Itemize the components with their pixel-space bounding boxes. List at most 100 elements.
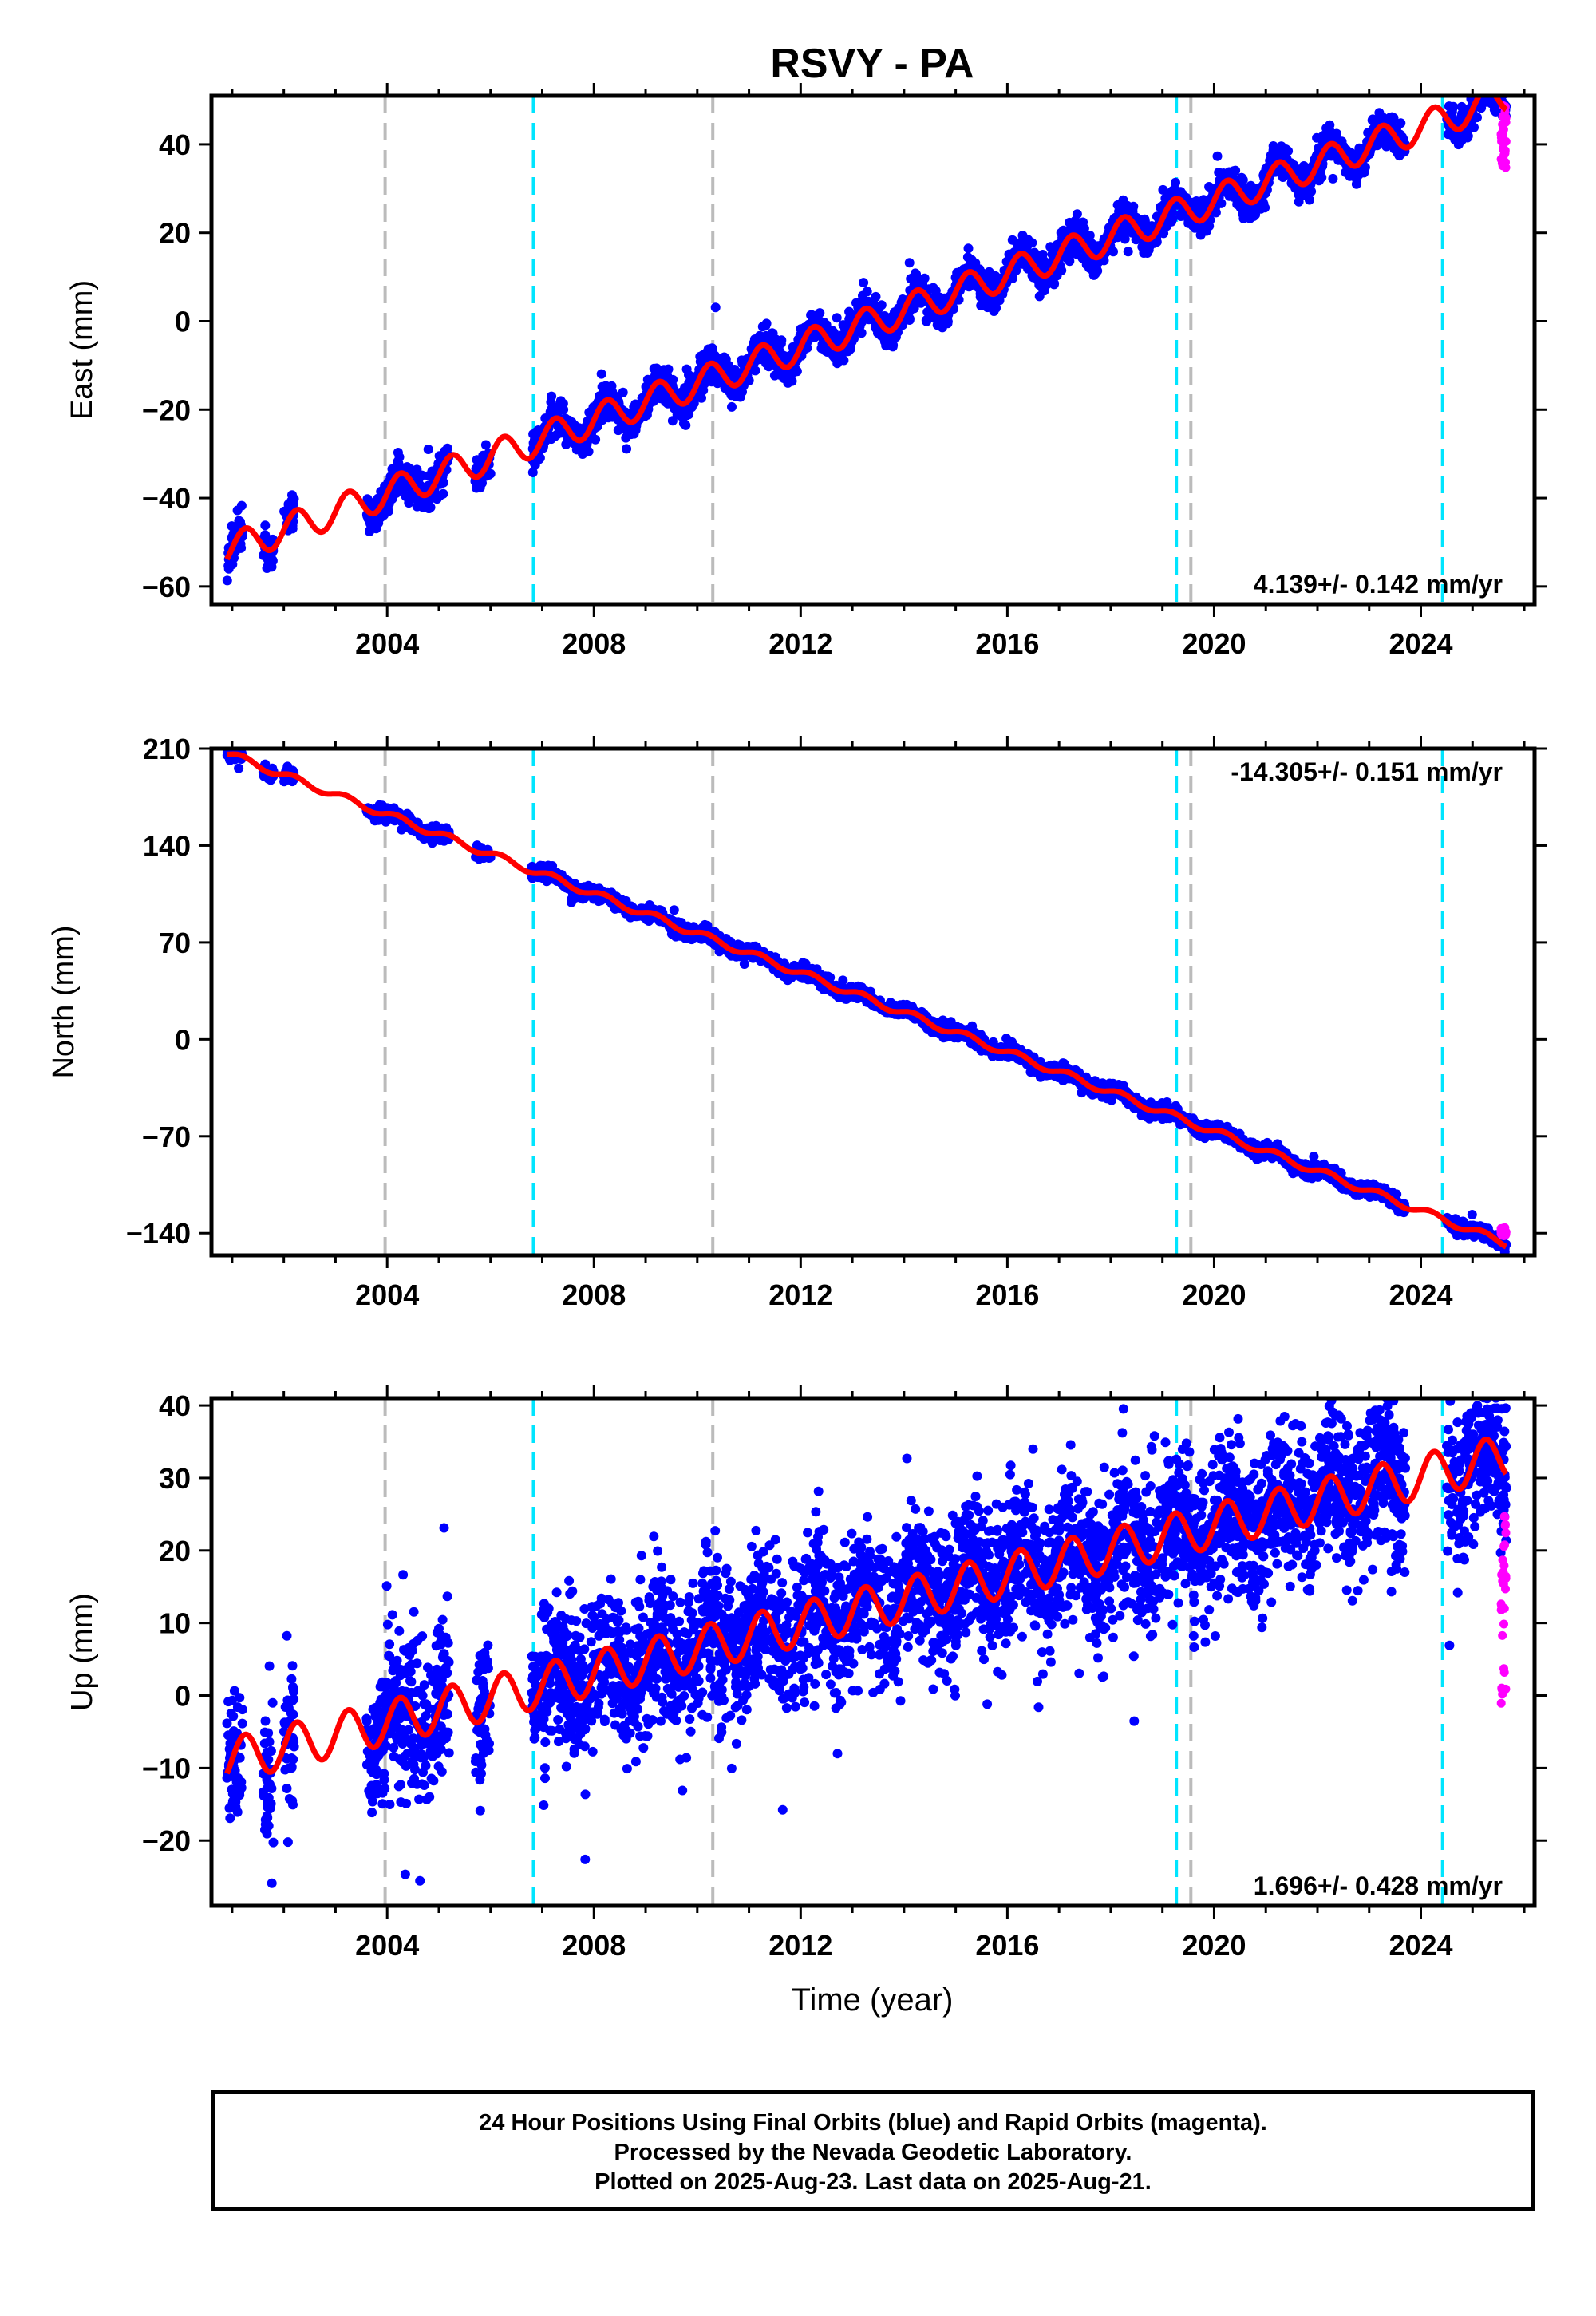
data-point bbox=[667, 416, 678, 426]
data-point bbox=[371, 524, 381, 534]
data-point bbox=[423, 445, 433, 454]
data-point bbox=[1299, 190, 1310, 200]
data-point bbox=[1444, 101, 1454, 112]
rapid-point bbox=[1498, 128, 1507, 136]
east-panel: 2004 2008 2012 2016 2020 2024−60−40−2002040Ea… bbox=[65, 68, 1547, 660]
data-point bbox=[1298, 161, 1309, 171]
data-point bbox=[1477, 79, 1487, 89]
chart-title: RSVY - PA bbox=[770, 41, 974, 87]
data-point bbox=[697, 393, 706, 403]
rapid-point bbox=[1501, 117, 1511, 127]
data-point bbox=[1483, 85, 1492, 95]
data-point bbox=[1494, 80, 1503, 89]
data-point bbox=[260, 520, 271, 531]
data-point bbox=[434, 451, 444, 461]
data-point bbox=[1488, 73, 1498, 82]
data-point bbox=[1017, 237, 1027, 247]
data-point bbox=[1142, 248, 1152, 258]
data-point bbox=[928, 283, 938, 293]
data-point bbox=[1476, 77, 1486, 86]
data-point bbox=[423, 501, 433, 512]
data-point bbox=[629, 429, 639, 439]
data-point bbox=[1483, 79, 1492, 89]
data-point bbox=[922, 316, 932, 326]
data-point bbox=[1494, 84, 1503, 93]
data-point bbox=[1116, 203, 1126, 213]
rapid-point bbox=[1499, 151, 1509, 160]
final-orbit-points bbox=[222, 749, 1511, 1255]
data-point bbox=[1039, 281, 1049, 290]
data-point bbox=[596, 369, 606, 379]
data-point bbox=[681, 420, 691, 430]
data-point bbox=[832, 313, 842, 323]
x-tick-label: 2020 bbox=[1182, 627, 1246, 660]
data-point bbox=[1123, 247, 1133, 257]
data-point bbox=[1373, 114, 1383, 124]
data-point bbox=[682, 410, 692, 421]
data-point bbox=[397, 479, 408, 488]
data-point bbox=[1482, 76, 1491, 85]
data-point bbox=[1199, 195, 1209, 205]
data-point bbox=[222, 575, 232, 586]
data-point bbox=[1227, 168, 1238, 178]
data-point bbox=[1027, 238, 1037, 248]
data-point bbox=[235, 539, 246, 549]
data-point bbox=[1484, 68, 1494, 77]
data-point bbox=[472, 479, 483, 489]
y-tick-label: −20 bbox=[142, 393, 191, 426]
data-point bbox=[934, 315, 945, 326]
data-point bbox=[234, 763, 244, 773]
data-point bbox=[1037, 250, 1048, 259]
data-point bbox=[1328, 173, 1338, 184]
data-point bbox=[1158, 184, 1168, 195]
data-point bbox=[904, 314, 915, 324]
data-point bbox=[1486, 78, 1495, 88]
y-tick-label: 20 bbox=[159, 217, 191, 250]
rate-label: 4.139+/- 0.142 mm/yr bbox=[1254, 570, 1503, 599]
data-point bbox=[1238, 209, 1248, 219]
data-point bbox=[1501, 85, 1511, 95]
x-tick-label: 2004 bbox=[355, 627, 419, 660]
data-point bbox=[658, 365, 669, 375]
y-tick-label: 0 bbox=[175, 305, 191, 338]
data-point bbox=[909, 303, 919, 314]
data-point bbox=[527, 468, 538, 477]
data-point bbox=[1260, 203, 1270, 213]
data-point bbox=[1481, 77, 1491, 87]
data-point bbox=[710, 302, 721, 313]
data-point bbox=[1483, 81, 1492, 91]
data-point bbox=[1480, 72, 1490, 81]
data-point bbox=[438, 488, 448, 499]
data-point bbox=[828, 351, 839, 362]
data-point bbox=[618, 387, 628, 397]
data-point bbox=[1486, 76, 1495, 85]
y-tick-label: −40 bbox=[142, 482, 191, 515]
data-point bbox=[1491, 83, 1500, 93]
data-point bbox=[1477, 82, 1487, 92]
data-point bbox=[1489, 77, 1499, 86]
data-point bbox=[616, 421, 626, 431]
data-point bbox=[1488, 79, 1498, 89]
data-point bbox=[442, 443, 452, 453]
data-point bbox=[1482, 85, 1491, 94]
data-point bbox=[767, 328, 777, 338]
data-point bbox=[223, 563, 234, 574]
data-point bbox=[1120, 234, 1130, 244]
data-point bbox=[288, 500, 298, 509]
data-point bbox=[1394, 151, 1404, 160]
data-point bbox=[1212, 151, 1223, 161]
data-point bbox=[1488, 75, 1498, 85]
data-point bbox=[919, 273, 930, 283]
data-point bbox=[1358, 167, 1369, 177]
data-point bbox=[1081, 259, 1092, 270]
data-point bbox=[622, 444, 632, 454]
data-point bbox=[681, 364, 692, 374]
data-point bbox=[1065, 256, 1075, 267]
data-point bbox=[1476, 84, 1486, 93]
data-point bbox=[1472, 113, 1482, 123]
data-point bbox=[879, 337, 890, 346]
data-point bbox=[480, 440, 491, 450]
data-point bbox=[934, 292, 945, 302]
data-point bbox=[761, 318, 772, 329]
